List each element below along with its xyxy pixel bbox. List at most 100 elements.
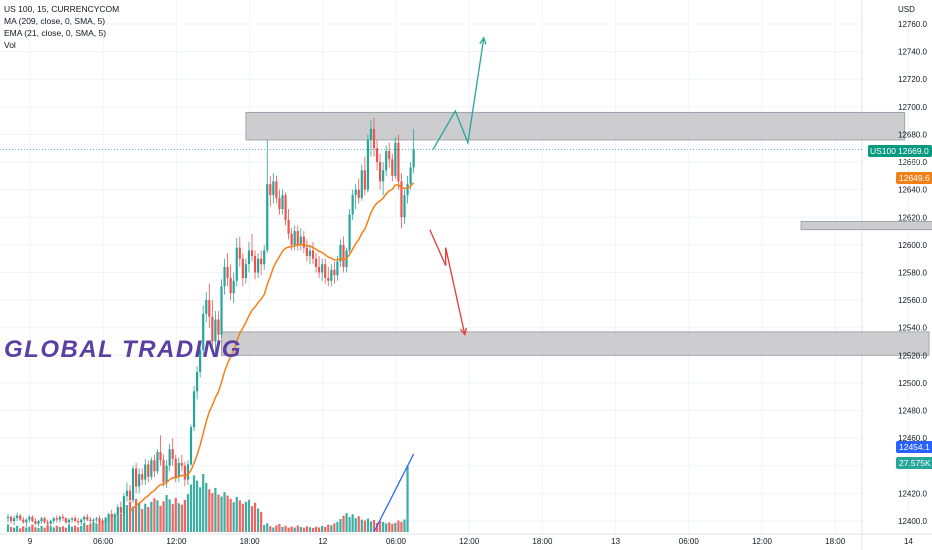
x-tick-label: 06:00	[679, 537, 700, 546]
candle-body	[382, 170, 385, 182]
y-tick-label: 12400.0	[898, 517, 927, 526]
volume-bar	[244, 501, 247, 532]
volume-bar	[95, 523, 98, 532]
candle-body	[308, 250, 312, 256]
volume-bar	[16, 525, 19, 532]
candle-body	[177, 463, 180, 477]
candle-body	[135, 468, 138, 487]
price-tag-countdown: 05:52	[898, 156, 920, 166]
y-tick-label: 12760.0	[898, 20, 927, 29]
volume-bar	[138, 502, 141, 532]
y-tick-label: 12540.0	[898, 324, 927, 333]
candle-body	[220, 286, 223, 335]
candle-body	[263, 250, 266, 265]
volume-bar	[98, 519, 101, 532]
candle-body	[80, 519, 83, 523]
volume-bar	[171, 504, 174, 532]
candle-body	[333, 269, 336, 276]
candle-body	[74, 518, 77, 521]
y-tick-label: 12640.0	[898, 186, 927, 195]
volume-bar	[168, 499, 171, 532]
candle-body	[302, 236, 305, 248]
volume-bar	[339, 519, 342, 532]
volume-bar	[348, 517, 351, 532]
volume-bar	[308, 527, 312, 532]
candle-body	[318, 266, 321, 273]
candle-body	[83, 516, 86, 520]
arrow-down-head	[459, 327, 468, 337]
volume-bar	[363, 520, 366, 532]
scenario-arrows	[429, 36, 487, 337]
volume-bar	[357, 516, 360, 532]
supply-demand-zone	[800, 221, 932, 231]
volume-bar	[397, 520, 400, 532]
candle-body	[159, 451, 162, 461]
volume-bar	[241, 503, 244, 532]
candle-body	[244, 264, 247, 279]
volume-bar	[284, 525, 287, 532]
volume-bar	[196, 480, 199, 532]
volume-bar	[391, 523, 394, 532]
y-tick-label: 12700.0	[898, 103, 927, 112]
candle-body	[70, 518, 74, 520]
volume-bar	[321, 526, 324, 532]
supply-demand-zone	[245, 111, 906, 141]
volume-bar	[83, 522, 86, 532]
candle-body	[305, 247, 308, 256]
candle-body	[86, 516, 89, 520]
ma-tag: 12454.1	[896, 441, 932, 453]
volume-bar	[296, 525, 299, 532]
candle-body	[46, 522, 49, 524]
candle-body	[232, 280, 235, 294]
candle-body	[369, 128, 373, 140]
volume-bar	[388, 522, 391, 532]
y-tick-label: 12480.0	[898, 407, 927, 416]
x-tick-label: 06:00	[386, 537, 407, 546]
volume-bar	[70, 526, 74, 532]
candle-body	[202, 313, 205, 350]
candle-body	[49, 521, 52, 524]
volume-bar	[238, 500, 241, 532]
candle-body	[31, 516, 34, 521]
volume-bar	[77, 527, 80, 532]
candle-body	[138, 474, 141, 487]
arrow-up-line	[432, 37, 485, 150]
volume-bar	[375, 522, 379, 532]
candle-body	[150, 460, 153, 477]
candle-body	[290, 233, 293, 245]
candle-body	[116, 507, 119, 515]
candle-body	[241, 258, 244, 279]
volume-bar	[208, 489, 211, 532]
candle-body	[55, 518, 58, 520]
candle-body	[208, 300, 211, 317]
candle-body	[9, 516, 13, 521]
candle-body	[394, 142, 397, 176]
candle-body	[141, 474, 144, 480]
candle-body	[354, 189, 357, 196]
y-tick-label: 12740.0	[898, 48, 927, 57]
x-tick-label: 12:00	[459, 537, 480, 546]
volume-bar	[19, 528, 22, 532]
candle-body	[314, 258, 318, 267]
price-tag-symbol: US100	[868, 146, 898, 156]
volume-bar	[266, 523, 269, 532]
candle-body	[229, 278, 232, 294]
volume-bar	[247, 499, 251, 532]
volume-bar	[336, 521, 339, 532]
candle-body	[363, 170, 366, 190]
candle-body	[217, 319, 220, 335]
y-tick-label: 12500.0	[898, 379, 927, 388]
ma-line	[373, 453, 415, 533]
volume-tag: 27.575K	[896, 457, 932, 469]
volume-bar	[89, 523, 92, 532]
candle-body	[98, 518, 101, 521]
volume-bar	[119, 513, 122, 532]
x-tick-label: 06:00	[93, 537, 114, 546]
volume-bar	[272, 527, 275, 532]
x-tick-label: 12:00	[166, 537, 187, 546]
volume-bar	[342, 515, 345, 532]
volume-bar	[253, 502, 257, 532]
candle-body	[64, 518, 68, 523]
candle-body	[22, 519, 25, 523]
